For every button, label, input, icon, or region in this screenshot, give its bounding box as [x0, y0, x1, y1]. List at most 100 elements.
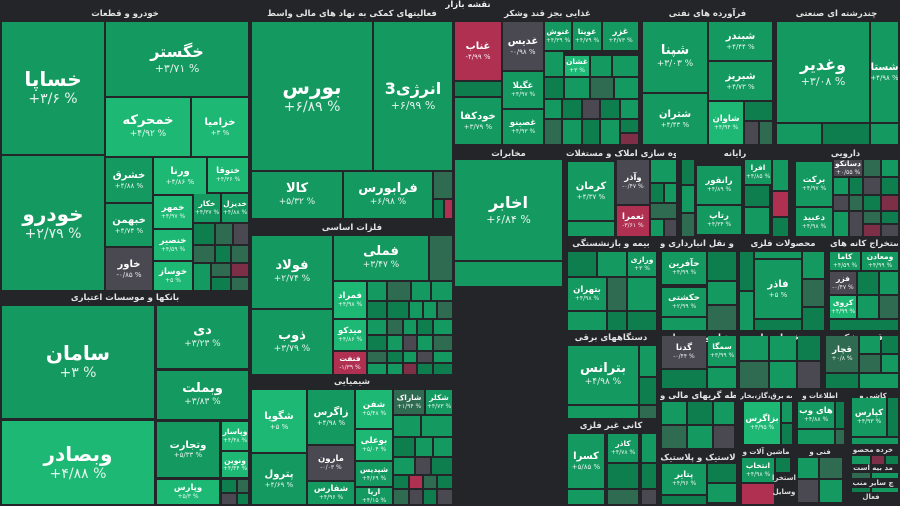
- stock-tile-small[interactable]: [432, 458, 452, 474]
- stock-tile[interactable]: حآفرین +۴/۹۹ %: [662, 252, 706, 284]
- stock-tile-small[interactable]: [864, 160, 880, 176]
- stock-tile-small[interactable]: [714, 402, 734, 424]
- stock-tile-small[interactable]: [830, 320, 898, 330]
- stock-tile-small[interactable]: [394, 476, 408, 488]
- stock-tile-small[interactable]: [640, 378, 656, 404]
- stock-tile[interactable]: بورس +۶/۸۹ %: [252, 22, 372, 170]
- stock-tile-small[interactable]: [232, 278, 248, 290]
- stock-tile-small[interactable]: [232, 264, 248, 276]
- stock-tile[interactable]: شفن +۵/۴۸ %: [356, 390, 392, 428]
- stock-tile-small[interactable]: [798, 458, 818, 478]
- stock-tile[interactable]: خگستر +۳/۷۱ %: [106, 22, 248, 96]
- stock-tile-small[interactable]: [755, 320, 801, 330]
- stock-tile-small[interactable]: [222, 480, 236, 492]
- stock-tile-small[interactable]: [682, 186, 694, 212]
- stock-tile-small[interactable]: [798, 336, 820, 360]
- stock-tile-small[interactable]: [708, 252, 736, 280]
- stock-tile-small[interactable]: [368, 352, 386, 362]
- stock-tile-small[interactable]: [212, 264, 230, 276]
- stock-tile-small[interactable]: [434, 352, 452, 362]
- stock-tile[interactable]: ونوین +۴/۴۴ %: [222, 452, 248, 477]
- stock-tile-small[interactable]: [864, 196, 880, 210]
- stock-tile[interactable]: افرا +۴/۸۵ %: [745, 160, 771, 184]
- stock-tile-small[interactable]: [568, 406, 638, 418]
- stock-tile-small[interactable]: [682, 160, 694, 184]
- stock-tile-small[interactable]: [583, 120, 599, 144]
- stock-tile[interactable]: فولاد +۲/۷۴ %: [252, 236, 332, 308]
- stock-tile-small[interactable]: [742, 484, 774, 504]
- stock-tile-small[interactable]: [777, 124, 821, 144]
- stock-tile-small[interactable]: [880, 272, 898, 294]
- stock-tile-small[interactable]: [404, 352, 416, 362]
- stock-tile-small[interactable]: [212, 278, 230, 290]
- stock-tile-small[interactable]: [708, 282, 736, 304]
- stock-tile-small[interactable]: [852, 438, 898, 444]
- stock-tile-small[interactable]: [864, 178, 880, 194]
- stock-tile-small[interactable]: [880, 296, 898, 318]
- stock-tile-small[interactable]: [563, 120, 581, 144]
- stock-tile-small[interactable]: [651, 184, 663, 202]
- stock-tile[interactable]: خشرق +۴/۸۸ %: [106, 158, 152, 202]
- stock-tile-small[interactable]: [803, 280, 824, 306]
- stock-tile-small[interactable]: [404, 320, 416, 334]
- stock-tile-small[interactable]: [621, 120, 638, 132]
- stock-tile[interactable]: خدیزل +۴/۸۸ %: [222, 194, 248, 222]
- stock-tile-small[interactable]: [430, 236, 452, 280]
- stock-tile-small[interactable]: [416, 438, 432, 456]
- stock-tile[interactable]: ثعمرا -۳/۶۱ %: [617, 206, 649, 236]
- stock-tile-small[interactable]: [662, 370, 706, 388]
- stock-tile-small[interactable]: [545, 52, 563, 76]
- stock-tile-small[interactable]: [434, 200, 443, 218]
- stock-tile[interactable]: وبملت +۳/۸۳ %: [157, 371, 248, 419]
- stock-tile[interactable]: خزامیا +۳ %: [192, 98, 248, 156]
- stock-tile-small[interactable]: [776, 458, 790, 472]
- stock-tile[interactable]: ومعادن +۴/۹۹ %: [862, 252, 898, 270]
- stock-tile[interactable]: خاور -۰/۸۵ %: [106, 248, 152, 290]
- stock-tile[interactable]: غصینو +۴/۹۳ %: [503, 110, 543, 144]
- stock-tile-small[interactable]: [882, 196, 898, 210]
- stock-tile[interactable]: انرژی3 +۶/۹۹ %: [374, 22, 452, 170]
- stock-tile-small[interactable]: [803, 308, 824, 330]
- stock-tile-small[interactable]: [850, 196, 862, 210]
- stock-tile[interactable]: شگویا +۵ %: [252, 390, 306, 452]
- stock-tile[interactable]: ورنا +۴/۸۶ %: [154, 158, 206, 194]
- stock-tile-small[interactable]: [820, 458, 842, 478]
- stock-tile-small[interactable]: [583, 100, 599, 118]
- stock-tile[interactable]: خودرو +۲/۷۹ %: [2, 156, 104, 290]
- stock-tile[interactable]: وبصادر +۴/۸۸ %: [2, 421, 154, 504]
- stock-tile-small[interactable]: [368, 336, 386, 350]
- stock-tile-small[interactable]: [563, 100, 581, 118]
- stock-tile-small[interactable]: [388, 336, 402, 350]
- stock-tile[interactable]: شاراک +۱/۹۴ %: [394, 390, 424, 414]
- stock-tile-small[interactable]: [872, 488, 898, 492]
- stock-tile-small[interactable]: [234, 224, 248, 244]
- stock-tile-small[interactable]: [850, 212, 862, 236]
- stock-tile[interactable]: بزاگرس +۴/۹۵ %: [744, 402, 780, 444]
- stock-tile[interactable]: خساپا +۳/۶ %: [2, 22, 104, 154]
- stock-tile-small[interactable]: [740, 336, 768, 360]
- stock-tile[interactable]: فمراد +۴/۹۸ %: [334, 282, 366, 318]
- stock-tile[interactable]: سمگا +۳/۹۹ %: [708, 336, 736, 366]
- stock-tile-small[interactable]: [545, 100, 561, 118]
- stock-tile-small[interactable]: [568, 252, 596, 276]
- stock-tile[interactable]: کرمان +۴/۳۷ %: [568, 162, 614, 220]
- stock-tile-small[interactable]: [591, 56, 611, 76]
- stock-tile[interactable]: دسانکو +۰/۵۵ %: [834, 160, 862, 176]
- stock-tile[interactable]: وتجارت +۵/۳۳ %: [157, 422, 219, 477]
- stock-tile[interactable]: وپارس +۵/۳ %: [157, 480, 219, 504]
- stock-tile[interactable]: فرابورس +۶/۹۸ %: [344, 172, 432, 218]
- stock-tile-small[interactable]: [598, 252, 626, 276]
- stock-tile-small[interactable]: [438, 476, 452, 488]
- stock-tile-small[interactable]: [568, 222, 614, 236]
- stock-tile-small[interactable]: [836, 430, 844, 444]
- stock-tile-small[interactable]: [368, 282, 386, 300]
- stock-tile[interactable]: کسرا +۵/۸۵ %: [568, 434, 604, 488]
- stock-tile[interactable]: شپنا +۳/۰۳ %: [643, 22, 707, 92]
- stock-tile-small[interactable]: [434, 438, 452, 456]
- stock-tile-small[interactable]: [888, 398, 898, 436]
- stock-tile-small[interactable]: [740, 292, 753, 330]
- stock-tile[interactable]: رانفور +۴/۸۹ %: [697, 166, 741, 204]
- stock-tile[interactable]: سامان +۳ %: [2, 306, 154, 418]
- stock-tile-small[interactable]: [388, 352, 402, 362]
- stock-tile-small[interactable]: [871, 124, 898, 144]
